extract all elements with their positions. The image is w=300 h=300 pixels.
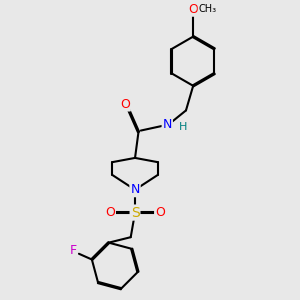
Text: O: O <box>188 3 198 16</box>
Text: S: S <box>131 206 140 220</box>
Text: O: O <box>120 98 130 110</box>
Text: O: O <box>155 206 165 219</box>
Text: CH₃: CH₃ <box>199 4 217 14</box>
Text: N: N <box>163 118 172 131</box>
Text: O: O <box>105 206 115 219</box>
Text: H: H <box>179 122 187 132</box>
Text: N: N <box>130 183 140 196</box>
Text: F: F <box>70 244 77 257</box>
